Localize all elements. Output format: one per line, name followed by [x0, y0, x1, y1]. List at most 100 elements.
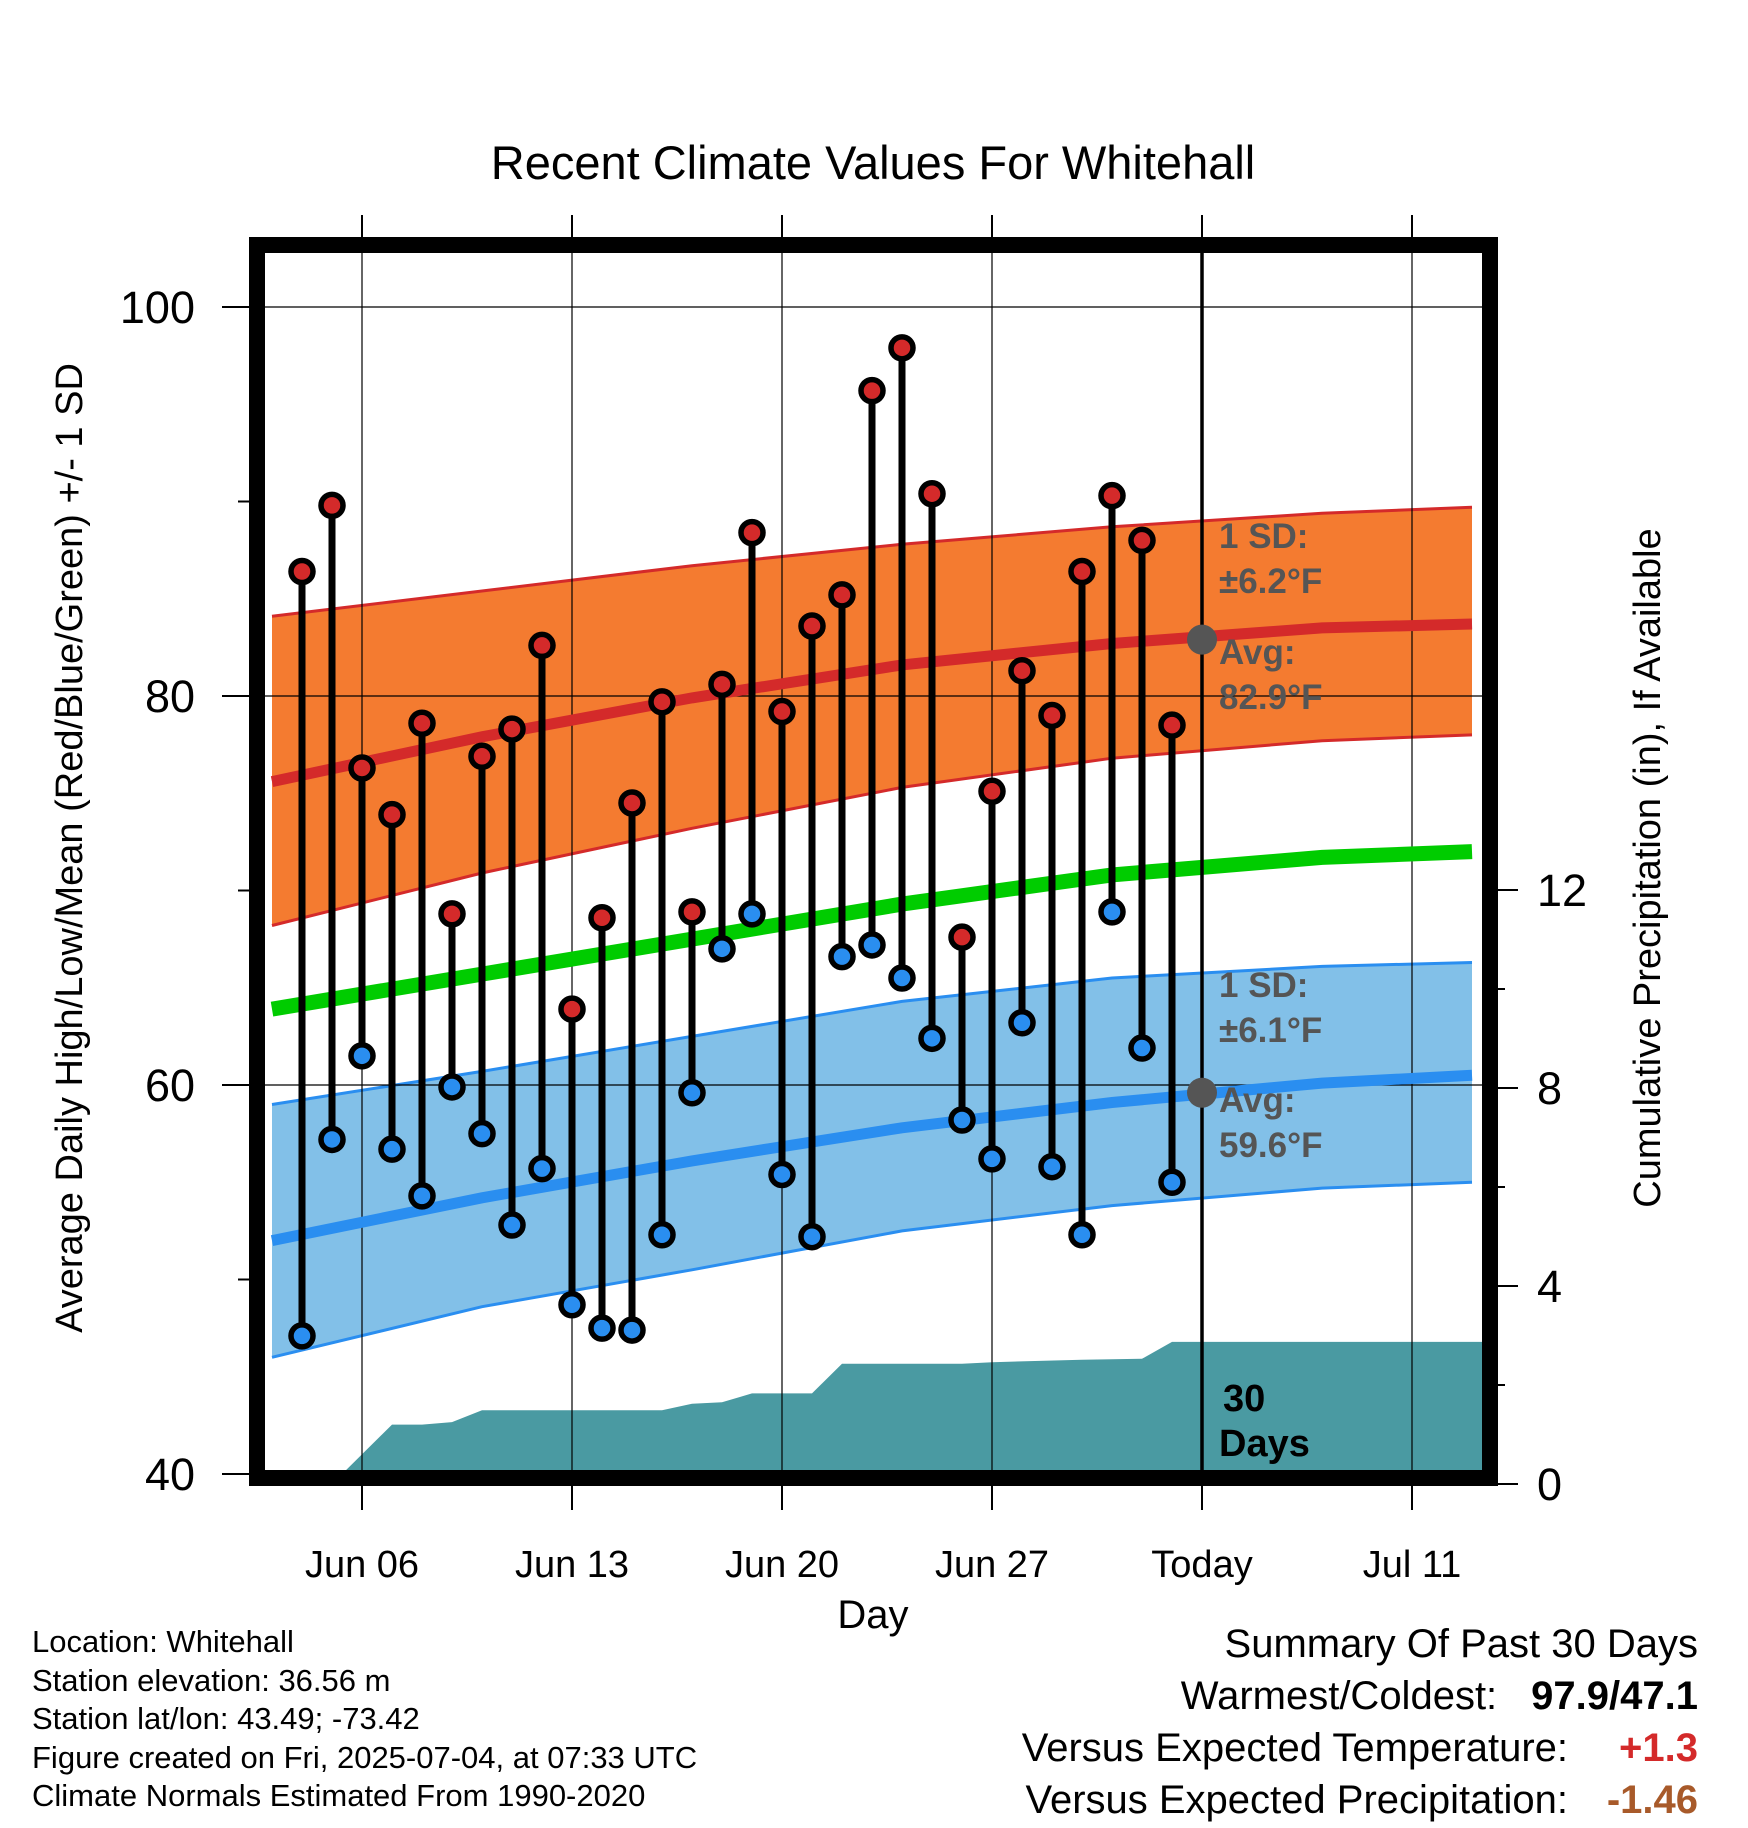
low-point [558, 1291, 586, 1319]
summary-row-warmest: Warmest/Coldest: 97.9/47.1 [1022, 1670, 1698, 1722]
high-point [828, 581, 856, 609]
summary-row-precip: Versus Expected Precipitation: -1.46 [1022, 1774, 1698, 1826]
high-point [318, 491, 346, 520]
today-low-avg-marker [1187, 1077, 1217, 1108]
high-point [1038, 701, 1066, 730]
low-point [918, 1024, 946, 1053]
low-normal-line [270, 1069, 1473, 1246]
low-point [348, 1042, 376, 1070]
y2-tick-label: 12 [1537, 865, 1587, 916]
high-point [1008, 656, 1036, 685]
high-point [408, 709, 436, 737]
plot-frame [249, 237, 1498, 1486]
x-tick-label: Jun 27 [935, 1544, 1049, 1586]
summary-title: Summary Of Past 30 Days [1224, 1622, 1698, 1666]
low-point [1158, 1168, 1186, 1196]
low-point [588, 1314, 616, 1342]
x-tick-label: Jun 20 [725, 1544, 839, 1586]
high-point [738, 518, 766, 547]
low-point [1128, 1034, 1156, 1062]
warmest-coldest-label: Warmest/Coldest: [1180, 1674, 1498, 1718]
high-sd-value: ±6.2°F [1219, 562, 1322, 601]
low-point [708, 935, 736, 963]
high-point [648, 688, 676, 716]
low-avg-value: 59.6°F [1219, 1126, 1323, 1165]
x-tick-label: Jul 11 [1363, 1544, 1462, 1586]
high-point [1098, 481, 1126, 510]
high-point [558, 995, 586, 1023]
normals-text: Climate Normals Estimated From 1990-2020 [32, 1778, 646, 1813]
y-tick-label: 80 [145, 671, 195, 722]
low-point [468, 1119, 496, 1148]
low-point [408, 1182, 436, 1210]
high-point [438, 900, 466, 928]
low-sd-value: ±6.1°F [1219, 1011, 1322, 1050]
low-point [528, 1154, 556, 1183]
y-tick-label: 100 [120, 282, 195, 333]
temp-label: Versus Expected Temperature: [1021, 1726, 1568, 1770]
latlon-text: Station lat/lon: 43.49; -73.42 [32, 1701, 420, 1736]
precip-area [332, 1341, 1490, 1478]
high-point [678, 898, 706, 926]
low-point [858, 931, 886, 959]
high-point [348, 754, 376, 782]
high-point [528, 631, 556, 660]
warmest-coldest-value: 97.9/47.1 [1531, 1674, 1698, 1718]
high-point [708, 670, 736, 699]
y-tick-label: 40 [145, 1449, 195, 1500]
low-point [798, 1222, 826, 1251]
x-axis-label: Day [837, 1593, 908, 1637]
y-tick-label: 60 [145, 1060, 195, 1111]
low-point [618, 1316, 646, 1344]
station-info: Location: Whitehall Station elevation: 3… [32, 1623, 697, 1816]
high-point [768, 697, 796, 726]
low-point [648, 1221, 676, 1249]
chart-title: Recent Climate Values For Whitehall [491, 136, 1255, 189]
low-sd-lower-line [271, 1180, 1473, 1359]
low-point [978, 1145, 1006, 1173]
high-avg-value: 82.9°F [1219, 678, 1323, 717]
high-avg-label: Avg: [1219, 633, 1295, 672]
low-point [1008, 1009, 1036, 1037]
window-label-count: 30 [1223, 1378, 1265, 1420]
window-label-unit: Days [1219, 1423, 1310, 1465]
low-point [888, 964, 916, 992]
low-point [738, 900, 766, 928]
precip-value: -1.46 [1606, 1778, 1698, 1822]
plot-content: 1 SD: ±6.2°F Avg: 82.9°F 1 SD: ±6.1°F Avg: 59.6… [120, 215, 1587, 1586]
x-tick-label: Today [1151, 1544, 1252, 1586]
high-point [378, 800, 406, 829]
high-point [1158, 711, 1186, 739]
elevation-text: Station elevation: 36.56 m [32, 1662, 391, 1698]
high-point [288, 557, 316, 586]
y2-tick-label: 4 [1537, 1261, 1562, 1312]
low-point [378, 1135, 406, 1163]
high-point [468, 742, 496, 771]
y2-tick-label: 0 [1537, 1459, 1562, 1510]
high-point [978, 777, 1006, 806]
high-sd-label: 1 SD: [1219, 517, 1308, 556]
summary-row-temp: Versus Expected Temperature: +1.3 [1022, 1722, 1698, 1774]
location-text: Location: Whitehall [32, 1624, 294, 1659]
precip-label: Versus Expected Precipitation: [1025, 1778, 1568, 1822]
low-point [1038, 1152, 1066, 1181]
high-point [1128, 526, 1156, 555]
high-point [888, 334, 916, 362]
low-point [1098, 898, 1126, 926]
low-point [768, 1160, 796, 1189]
high-point [498, 715, 526, 743]
low-avg-label: Avg: [1219, 1081, 1295, 1120]
low-point [288, 1322, 316, 1350]
high-point [858, 376, 886, 405]
low-point [438, 1073, 466, 1101]
y2-tick-label: 8 [1537, 1063, 1562, 1114]
x-tick-label: Jun 13 [515, 1544, 629, 1586]
low-sd-label: 1 SD: [1219, 966, 1308, 1005]
summary-panel: Summary Of Past 30 Days Warmest/Coldest:… [1022, 1618, 1698, 1826]
low-point [828, 942, 856, 971]
x-tick-label: Jun 06 [305, 1544, 419, 1586]
high-point [1068, 557, 1096, 586]
high-point [588, 903, 616, 932]
low-point [678, 1079, 706, 1107]
